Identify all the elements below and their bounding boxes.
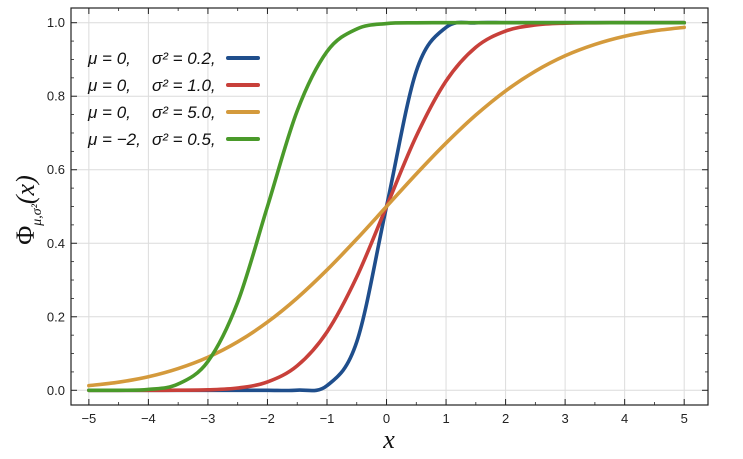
legend-sigma-label: σ² = 1.0,	[152, 76, 216, 95]
y-tick-label: 0.2	[47, 309, 65, 324]
legend-sigma-label: σ² = 0.5,	[152, 130, 216, 149]
y-tick-label: 0.6	[47, 162, 65, 177]
y-axis-label-symbol: Φ	[11, 226, 40, 245]
x-tick-label: 1	[442, 411, 449, 426]
legend: μ = 0, σ² = 0.2, μ = 0, σ² = 1.0, μ = 0, σ² =…	[87, 49, 260, 149]
plot-frame	[70, 7, 709, 406]
x-tick-label: 5	[681, 411, 688, 426]
legend-mu-label: μ = −2,	[87, 130, 141, 149]
series-line-3	[87, 20, 686, 393]
series-line-2	[87, 25, 686, 388]
x-tick-label: 3	[562, 411, 569, 426]
legend-mu-label: μ = 0,	[87, 49, 131, 68]
y-tick-label: 0.8	[47, 89, 65, 104]
series-layer	[87, 20, 686, 393]
y-tick-label: 0.4	[47, 236, 65, 251]
y-axis-label: Φμ,σ²(x)	[11, 175, 45, 245]
x-tick-label: 4	[621, 411, 628, 426]
x-tick-label: −4	[141, 411, 156, 426]
y-axis-ticks: 0.0 0.2 0.4 0.6 0.8 1.0	[47, 15, 708, 398]
x-tick-label: −5	[81, 411, 96, 426]
legend-sigma-label: σ² = 0.2,	[152, 49, 216, 68]
x-axis-ticks: −5 −4 −3 −2 −1 0 1 2 3 4 5	[81, 8, 688, 426]
x-tick-label: 0	[383, 411, 390, 426]
x-axis-label: x	[382, 425, 395, 454]
y-tick-label: 0.0	[47, 383, 65, 398]
x-tick-label: 2	[502, 411, 509, 426]
legend-sigma-label: σ² = 5.0,	[152, 103, 216, 122]
y-axis-label-argument: (x)	[11, 175, 40, 204]
svg-text:Φμ,σ²(x): Φμ,σ²(x)	[11, 175, 45, 245]
y-tick-label: 1.0	[47, 15, 65, 30]
x-tick-label: −1	[320, 411, 335, 426]
grid	[71, 8, 708, 405]
x-tick-label: −3	[201, 411, 216, 426]
legend-mu-label: μ = 0,	[87, 103, 131, 122]
legend-mu-label: μ = 0,	[87, 76, 131, 95]
x-tick-label: −2	[260, 411, 275, 426]
y-axis-label-subscript: μ,σ²	[30, 203, 45, 226]
